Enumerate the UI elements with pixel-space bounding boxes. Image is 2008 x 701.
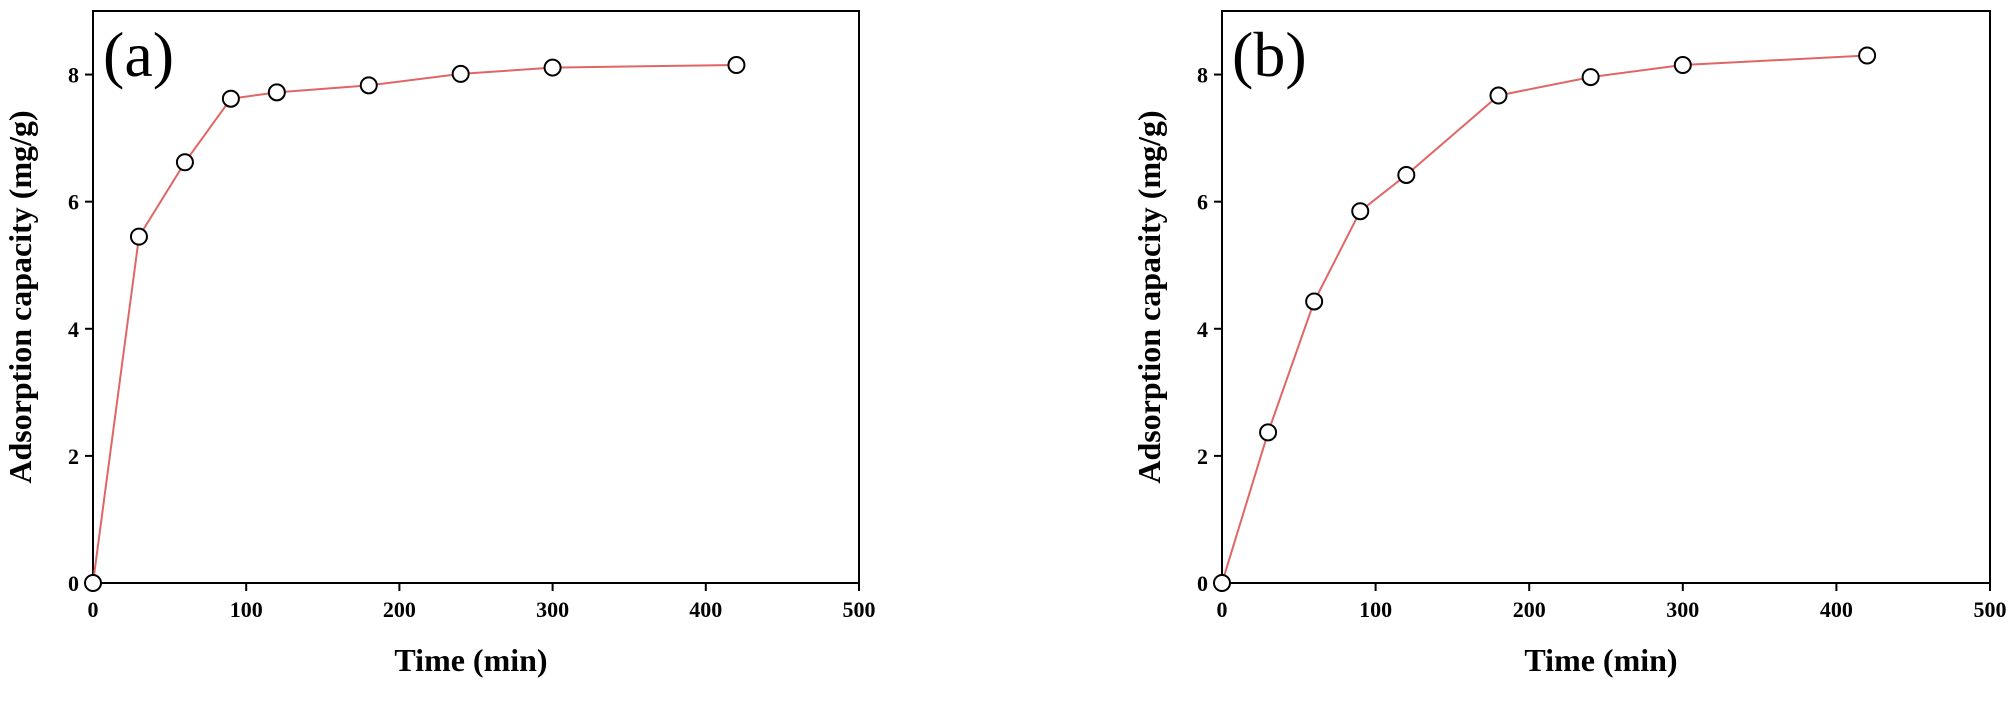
chart-b-y-axis-title: Adsorption capacity (mg/g) xyxy=(1131,110,1167,483)
chart-a-panel-label: (a) xyxy=(103,19,174,90)
chart-a-x-tick-label: 100 xyxy=(230,597,263,622)
chart-a-y-tick-label: 4 xyxy=(68,317,79,342)
chart-b-x-tick-label: 0 xyxy=(1217,597,1228,622)
chart-b-data-point xyxy=(1259,423,1278,442)
chart-b-y-tick-label: 2 xyxy=(1197,444,1208,469)
chart-a-data-point xyxy=(359,76,378,95)
chart-a-y-tick-label: 2 xyxy=(68,444,79,469)
chart-b-plot-frame xyxy=(1221,10,1991,584)
chart-a-data-point xyxy=(129,227,148,246)
chart-a-x-tick-label: 200 xyxy=(383,597,416,622)
chart-b-data-point xyxy=(1581,68,1600,87)
chart-a-x-tick-label: 0 xyxy=(88,597,99,622)
chart-a-data-point xyxy=(543,58,562,77)
chart-a-data-point xyxy=(84,574,102,592)
chart-b-y-tick-label: 0 xyxy=(1197,571,1208,596)
chart-b-y-tick-label: 8 xyxy=(1197,63,1208,88)
chart-b-x-tick-label: 500 xyxy=(1974,597,2007,622)
chart-a-y-tick-label: 6 xyxy=(68,190,79,215)
chart-a-y-tick-label: 8 xyxy=(68,63,79,88)
chart-a-data-point xyxy=(221,89,240,108)
chart-a-data-point xyxy=(451,64,470,83)
chart-b-data-point xyxy=(1673,56,1692,75)
chart-panel-a: 0 100 200 300 400 500 0 2 4 6 8 Time (min) Adsorptio… xyxy=(2,10,876,678)
chart-a-data-point xyxy=(727,56,746,75)
chart-b-data-point xyxy=(1858,46,1877,65)
chart-b-panel-label: (b) xyxy=(1232,19,1307,90)
chart-a-x-tick-label: 500 xyxy=(843,597,876,622)
chart-b-x-tick-label: 200 xyxy=(1513,597,1546,622)
chart-a-data-point xyxy=(175,153,194,172)
chart-a-series-line xyxy=(92,64,737,584)
chart-a-y-axis-title: Adsorption capacity (mg/g) xyxy=(2,110,38,483)
chart-b-x-tick-label: 100 xyxy=(1359,597,1392,622)
chart-a-x-tick-label: 300 xyxy=(536,597,569,622)
chart-a-y-tick-label: 0 xyxy=(68,571,79,596)
chart-a-data-point xyxy=(267,83,286,102)
chart-b-data-point xyxy=(1305,292,1324,311)
chart-b-y-tick-label: 6 xyxy=(1197,190,1208,215)
chart-b-x-tick-label: 300 xyxy=(1666,597,1699,622)
chart-b-data-point xyxy=(1489,86,1508,105)
chart-b-x-axis-title: Time (min) xyxy=(1524,642,1677,678)
chart-b-y-tick-label: 4 xyxy=(1197,317,1208,342)
chart-b-data-point xyxy=(1213,574,1231,592)
chart-b-data-point xyxy=(1351,202,1370,221)
chart-b-data-point xyxy=(1397,165,1416,184)
chart-panel-b: 0 100 200 300 400 500 0 2 4 6 8 Time (min) Adsorptio… xyxy=(1131,10,2007,678)
chart-a-plot-frame xyxy=(92,10,860,584)
chart-b-series-line xyxy=(1221,54,1868,584)
chart-a-x-tick-label: 400 xyxy=(689,597,722,622)
chart-a-x-axis-title: Time (min) xyxy=(394,642,547,678)
chart-b-x-tick-label: 400 xyxy=(1820,597,1853,622)
